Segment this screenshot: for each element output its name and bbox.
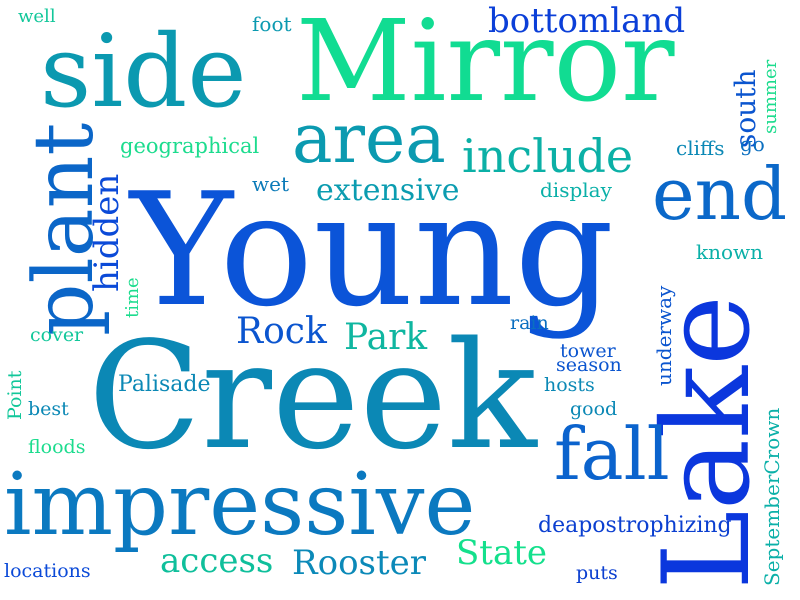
word-hidden: hidden xyxy=(87,173,127,292)
word-cover: cover xyxy=(30,324,84,346)
word-season: season xyxy=(556,354,622,376)
word-extensive: extensive xyxy=(316,173,460,208)
word-point: Point xyxy=(4,370,26,420)
word-young: Young xyxy=(130,159,615,341)
word-palisade: Palisade xyxy=(118,372,211,397)
word-well: well xyxy=(18,6,56,27)
word-best: best xyxy=(28,398,69,420)
word-fall: fall xyxy=(554,412,670,496)
word-puts: puts xyxy=(576,562,618,584)
word-rain: rain xyxy=(510,312,549,334)
word-foot: foot xyxy=(252,12,292,36)
word-display: display xyxy=(540,178,612,202)
word-hosts: hosts xyxy=(544,374,595,396)
word-park: Park xyxy=(344,317,428,358)
word-locations: locations xyxy=(4,560,91,582)
word-end: end xyxy=(652,152,788,236)
word-summer: summer xyxy=(760,59,781,134)
word-underway: underway xyxy=(652,285,676,386)
word-deapostrophizing: deapostrophizing xyxy=(538,513,732,538)
word-state: State xyxy=(456,533,548,573)
word-creek: Creek xyxy=(88,310,537,482)
word-septembercrown: SeptemberCrown xyxy=(760,407,784,586)
word-go: go xyxy=(740,132,765,156)
word-side: side xyxy=(40,13,247,130)
word-mirror: Mirror xyxy=(296,0,675,127)
word-geographical: geographical xyxy=(120,134,260,158)
word-include: include xyxy=(462,129,634,183)
word-rooster: Rooster xyxy=(292,543,427,583)
word-good: good xyxy=(570,398,618,420)
word-time: time xyxy=(122,277,143,318)
word-tower: tower xyxy=(560,340,616,362)
word-area: area xyxy=(292,100,446,179)
word-wet: wet xyxy=(252,172,289,196)
word-rock: Rock xyxy=(236,311,327,352)
word-cliffs: cliffs xyxy=(676,136,725,160)
word-impressive: impressive xyxy=(4,455,476,555)
word-known: known xyxy=(696,240,764,264)
word-access: access xyxy=(160,541,274,581)
word-floods: floods xyxy=(28,436,86,458)
word-bottomland: bottomland xyxy=(488,1,686,41)
